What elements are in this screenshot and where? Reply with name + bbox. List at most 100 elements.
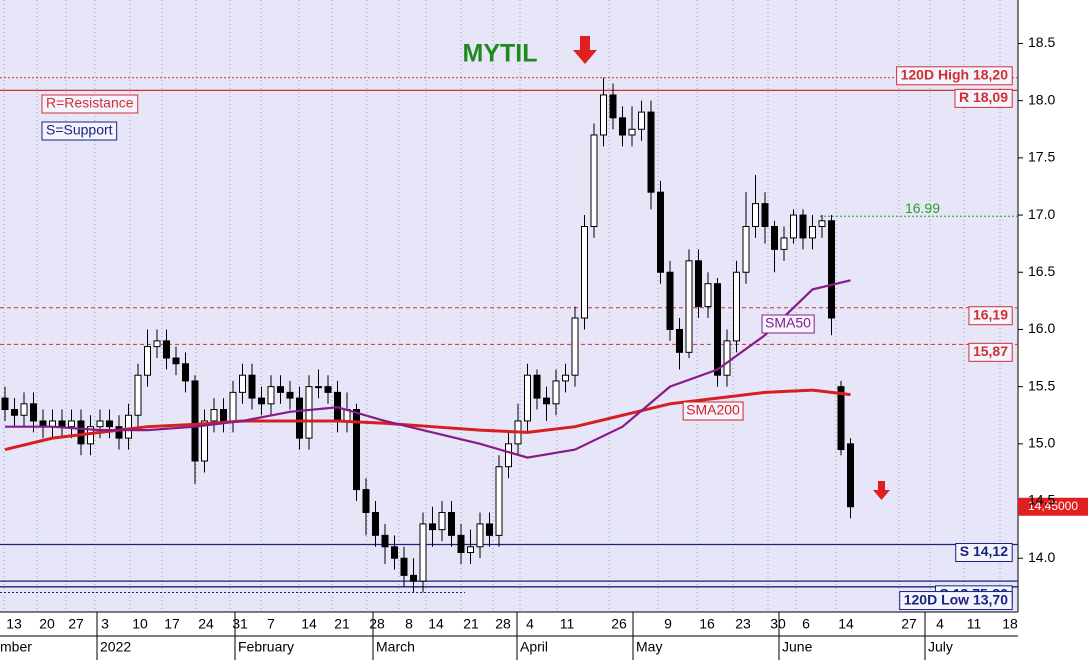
y-tick-label: 16.5	[1028, 263, 1055, 279]
candles	[1, 77, 854, 593]
candle-body	[571, 317, 579, 376]
candle-body	[695, 260, 702, 308]
legend-box	[41, 94, 139, 114]
level-label-box	[968, 342, 1013, 362]
x-tick-label: 3	[101, 616, 109, 632]
x-tick-label: 21	[334, 616, 350, 632]
x-tick-label: 27	[68, 616, 84, 632]
last-price-label: 14,45000	[1028, 499, 1078, 513]
candle-body	[220, 409, 227, 422]
candle-body	[581, 225, 588, 319]
x-tick-label: 7	[267, 616, 275, 632]
x-tick-label: 8	[405, 616, 413, 632]
candle-body	[790, 214, 797, 239]
candle-body	[286, 391, 294, 399]
candle-body	[324, 386, 332, 393]
month-label: 2022	[100, 639, 131, 655]
grid	[3, 0, 1023, 660]
x-tick-label: 30	[770, 616, 786, 632]
level-label: S 14,12	[960, 543, 1008, 559]
candle-body	[467, 546, 474, 554]
x-tick-label: 16	[699, 616, 715, 632]
x-tick-label: 28	[495, 616, 511, 632]
candle-body	[58, 420, 66, 428]
labels: 120D High 18,20 R 18,09 16,19 15,87 16.99 S 1…	[41, 66, 1088, 611]
level-label-box	[896, 66, 1013, 86]
candle-body	[457, 534, 465, 554]
y-tick-label: 14.0	[1028, 549, 1055, 565]
level-label-box	[968, 306, 1013, 326]
level-label-box	[954, 88, 1013, 108]
y-tick-label: 15.5	[1028, 377, 1055, 393]
x-tick-label: 28	[369, 616, 385, 632]
moving-average-label-box	[682, 401, 744, 421]
candle-body	[267, 386, 275, 405]
candle-body	[258, 397, 265, 405]
candle-body	[201, 420, 208, 462]
x-tick-label: 27	[901, 616, 917, 632]
month-label: July	[928, 639, 953, 655]
candle-body	[106, 420, 113, 428]
x-tick-label: 10	[132, 616, 148, 632]
candle-body	[419, 523, 427, 582]
candle-body	[239, 374, 246, 393]
candle-body	[11, 409, 18, 416]
y-tick-label: 14.5	[1028, 492, 1055, 508]
chart-title: MYTIL	[463, 40, 538, 68]
x-tick-label: 11	[967, 616, 982, 632]
y-tick-label: 16.0	[1028, 320, 1055, 336]
candle-body	[277, 386, 284, 393]
candle-body	[723, 340, 731, 376]
level-label: 120D High 18,20	[901, 66, 1009, 82]
down-arrow	[573, 36, 597, 64]
month-label: April	[520, 639, 548, 655]
candle-body	[191, 380, 199, 462]
x-tick-label: 26	[611, 616, 627, 632]
candle-body	[305, 386, 313, 439]
candle-body	[676, 328, 683, 353]
level-label: R 18,09	[959, 89, 1008, 105]
y-tick-label: 17.5	[1028, 149, 1055, 165]
month-label: March	[376, 639, 415, 655]
last-price-box	[1018, 497, 1088, 516]
month-label: June	[782, 639, 813, 655]
candle-body	[144, 346, 151, 376]
candle-body	[505, 443, 512, 468]
candle-body	[410, 574, 417, 582]
candle-body	[163, 340, 170, 359]
candle-body	[714, 283, 721, 376]
x-tick-label: 4	[526, 616, 534, 632]
candle-body	[353, 409, 360, 491]
level-label: 16.99	[905, 200, 940, 216]
candle-body	[647, 111, 655, 193]
x-tick-label: 31	[232, 616, 248, 632]
level-label: 16,19	[973, 306, 1008, 322]
x-tick-label: 20	[39, 616, 55, 632]
candle-body	[704, 283, 712, 308]
candle-body	[315, 386, 322, 389]
candle-body	[448, 511, 455, 536]
level-label-box	[955, 543, 1013, 563]
candle-body	[799, 214, 807, 239]
candle-body	[362, 489, 370, 513]
candle-body	[533, 374, 541, 399]
x-tick-label: 13	[6, 616, 22, 632]
candle-body	[438, 511, 446, 531]
candle-body	[429, 523, 436, 531]
x-tick-label: 6	[802, 616, 810, 632]
candle-body	[552, 380, 560, 405]
candle-body	[172, 357, 180, 365]
moving-averages	[4, 279, 851, 459]
moving-average-label-box	[761, 314, 815, 334]
y-tick-label: 15.0	[1028, 435, 1055, 451]
candle-body	[1, 397, 9, 411]
candle-body	[476, 523, 484, 548]
candle-body	[733, 271, 740, 342]
x-tick-label: 17	[164, 616, 180, 632]
candle-body	[495, 466, 503, 536]
x-tick-label: 14	[301, 616, 317, 632]
candle-body	[210, 409, 218, 422]
y-tick-label: 18.0	[1028, 91, 1055, 107]
candle-body	[609, 94, 617, 119]
